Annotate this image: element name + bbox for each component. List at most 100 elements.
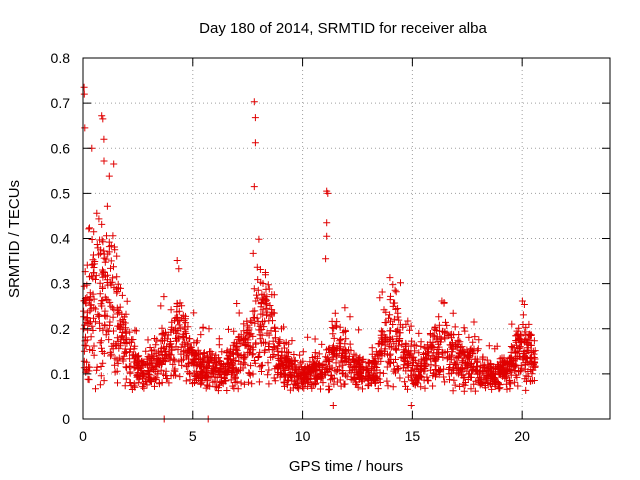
data-point (265, 380, 273, 388)
data-point (225, 325, 232, 333)
data-point (382, 319, 390, 327)
data-point (259, 296, 266, 304)
data-point (157, 302, 165, 310)
y-tick-label: 0.2 (51, 321, 71, 337)
data-point (259, 280, 267, 287)
data-point (328, 375, 336, 383)
data-point (390, 367, 398, 375)
data-point (160, 293, 168, 301)
data-point (319, 379, 327, 387)
y-tick-label: 0.4 (51, 231, 71, 247)
data-point (292, 365, 300, 373)
data-point (484, 374, 492, 382)
data-point (446, 376, 453, 384)
data-point (396, 374, 404, 382)
data-point (387, 327, 394, 335)
data-point (100, 135, 108, 143)
data-point (531, 347, 539, 355)
data-point (461, 351, 468, 359)
data-point (342, 356, 350, 364)
data-point (266, 312, 274, 320)
data-point (104, 271, 111, 279)
data-point (255, 235, 263, 243)
data-point (510, 344, 518, 352)
data-point (165, 379, 173, 387)
data-point (522, 386, 530, 394)
data-point (389, 321, 397, 328)
data-point (133, 373, 141, 381)
data-point (113, 367, 121, 375)
data-point (487, 360, 495, 368)
data-point (412, 377, 420, 385)
data-point (130, 364, 138, 372)
data-point (192, 367, 200, 375)
data-point (158, 331, 166, 339)
data-point (255, 353, 263, 360)
data-point (86, 273, 93, 281)
data-point (183, 334, 190, 342)
data-point (270, 351, 278, 358)
data-point (186, 369, 193, 377)
data-point (90, 251, 97, 259)
data-point (411, 347, 419, 355)
data-point (96, 279, 104, 287)
data-point (347, 346, 355, 354)
data-point (524, 372, 532, 380)
data-point (185, 335, 193, 343)
data-point (190, 309, 198, 317)
data-point (97, 337, 105, 345)
data-point (459, 348, 467, 356)
data-point (104, 250, 112, 258)
data-point (264, 359, 272, 367)
data-point (484, 366, 492, 374)
data-point (346, 313, 354, 321)
data-point (434, 353, 442, 361)
data-point (448, 330, 456, 338)
data-point (416, 367, 424, 375)
data-point (248, 319, 256, 326)
data-point (116, 324, 124, 332)
data-point (407, 372, 415, 380)
data-point (315, 350, 323, 358)
data-point (196, 350, 204, 358)
data-point (461, 327, 469, 335)
y-tick-label: 0.7 (51, 95, 71, 111)
data-point (92, 305, 100, 313)
data-point (227, 376, 235, 384)
data-point (323, 232, 331, 240)
data-point (229, 341, 237, 349)
data-point (330, 342, 337, 350)
data-point (393, 362, 401, 370)
data-point (338, 367, 346, 374)
data-point (230, 364, 238, 372)
data-point (208, 370, 216, 378)
data-point (154, 370, 162, 378)
data-point (481, 382, 489, 389)
data-point (167, 306, 175, 314)
data-point (86, 224, 93, 232)
data-point (465, 333, 473, 341)
data-point (332, 359, 340, 367)
data-point (107, 257, 115, 265)
data-point (90, 295, 98, 303)
data-point (428, 343, 436, 351)
data-point (103, 232, 110, 240)
data-point (364, 367, 372, 375)
data-point (173, 308, 181, 316)
data-point (415, 329, 423, 337)
data-point (212, 351, 220, 359)
data-point (411, 380, 419, 388)
data-point (329, 330, 337, 338)
data-point (457, 344, 465, 352)
data-point (408, 337, 416, 345)
data-point (394, 309, 402, 317)
data-point (376, 369, 384, 377)
data-point (263, 308, 271, 316)
data-point (98, 344, 105, 352)
data-point (182, 319, 190, 327)
data-point (283, 358, 291, 366)
data-point (389, 383, 397, 391)
data-point (396, 329, 404, 337)
data-point (485, 342, 493, 350)
data-point (503, 385, 511, 393)
